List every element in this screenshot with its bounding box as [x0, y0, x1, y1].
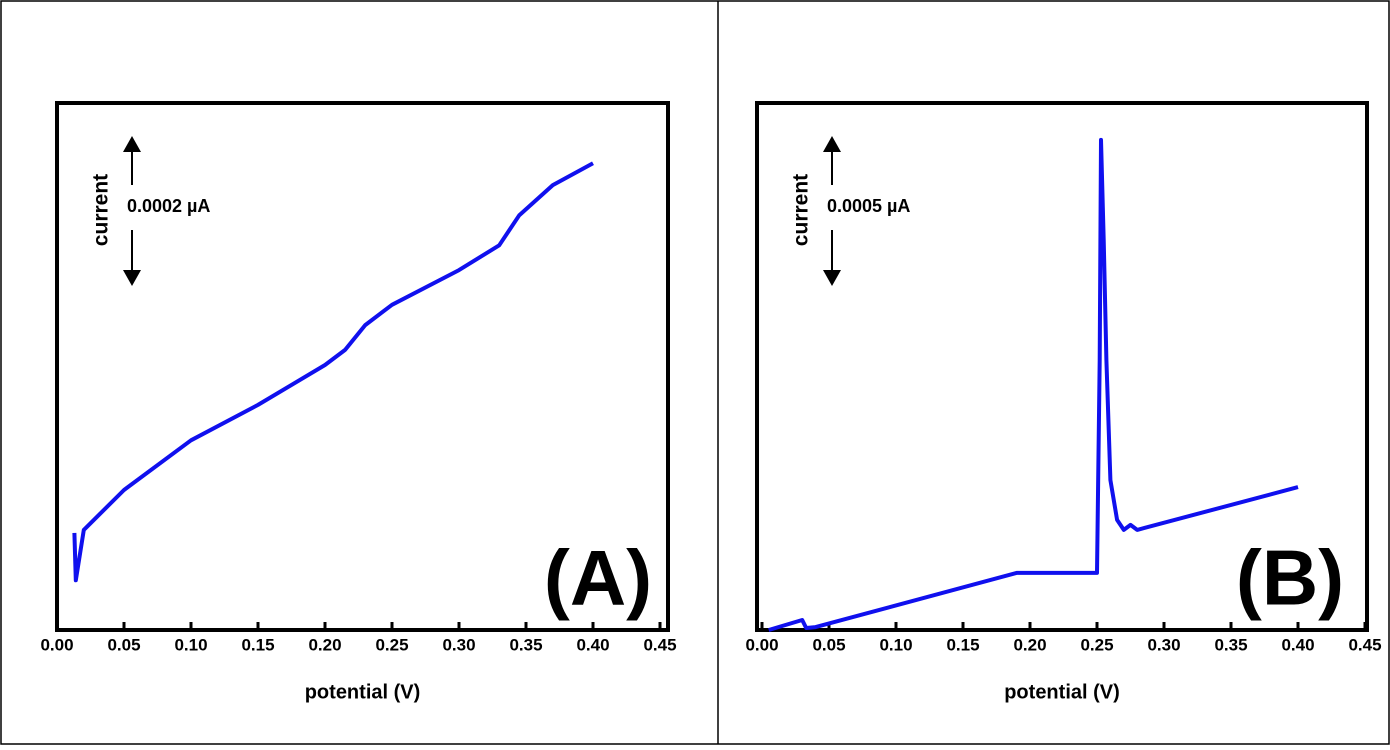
x-tick-label: 0.25 — [1080, 635, 1113, 654]
x-tick-label: 0.40 — [576, 635, 609, 654]
panel-label: (A) — [544, 534, 652, 622]
x-tick-label: 0.15 — [946, 635, 979, 654]
x-tick-label: 0.45 — [1348, 635, 1381, 654]
x-tick-label: 0.40 — [1281, 635, 1314, 654]
x-axis-label: potential (V) — [305, 681, 421, 703]
panel-label: (B) — [1236, 534, 1344, 622]
x-tick-label: 0.00 — [40, 635, 73, 654]
plot-frame — [55, 101, 670, 632]
x-tick-label: 0.30 — [1147, 635, 1180, 654]
x-axis-label: potential (V) — [1004, 681, 1120, 703]
scale-label: current — [790, 174, 813, 246]
data-line — [72, 161, 594, 583]
x-tick-label: 0.30 — [442, 635, 475, 654]
scale-arrowhead — [823, 270, 841, 286]
x-tick-label: 0.00 — [745, 635, 778, 654]
plot-frame — [755, 101, 1369, 632]
data-line — [768, 137, 1299, 632]
scale-arrowhead — [823, 136, 841, 152]
x-tick-label: 0.45 — [643, 635, 676, 654]
x-tick-label: 0.05 — [812, 635, 845, 654]
scale-value: 0.0002 µA — [127, 196, 210, 216]
x-tick-label: 0.05 — [107, 635, 140, 654]
x-tick-label: 0.20 — [1013, 635, 1046, 654]
x-tick-label: 0.25 — [375, 635, 408, 654]
scale-arrowhead — [123, 136, 141, 152]
x-tick-label: 0.35 — [509, 635, 542, 654]
scale-arrowhead — [123, 270, 141, 286]
x-tick-label: 0.10 — [879, 635, 912, 654]
x-tick-label: 0.35 — [1214, 635, 1247, 654]
scale-value: 0.0005 µA — [827, 196, 910, 216]
scale-label: current — [90, 174, 113, 246]
x-tick-label: 0.10 — [174, 635, 207, 654]
x-tick-label: 0.20 — [308, 635, 341, 654]
x-tick-label: 0.15 — [241, 635, 274, 654]
